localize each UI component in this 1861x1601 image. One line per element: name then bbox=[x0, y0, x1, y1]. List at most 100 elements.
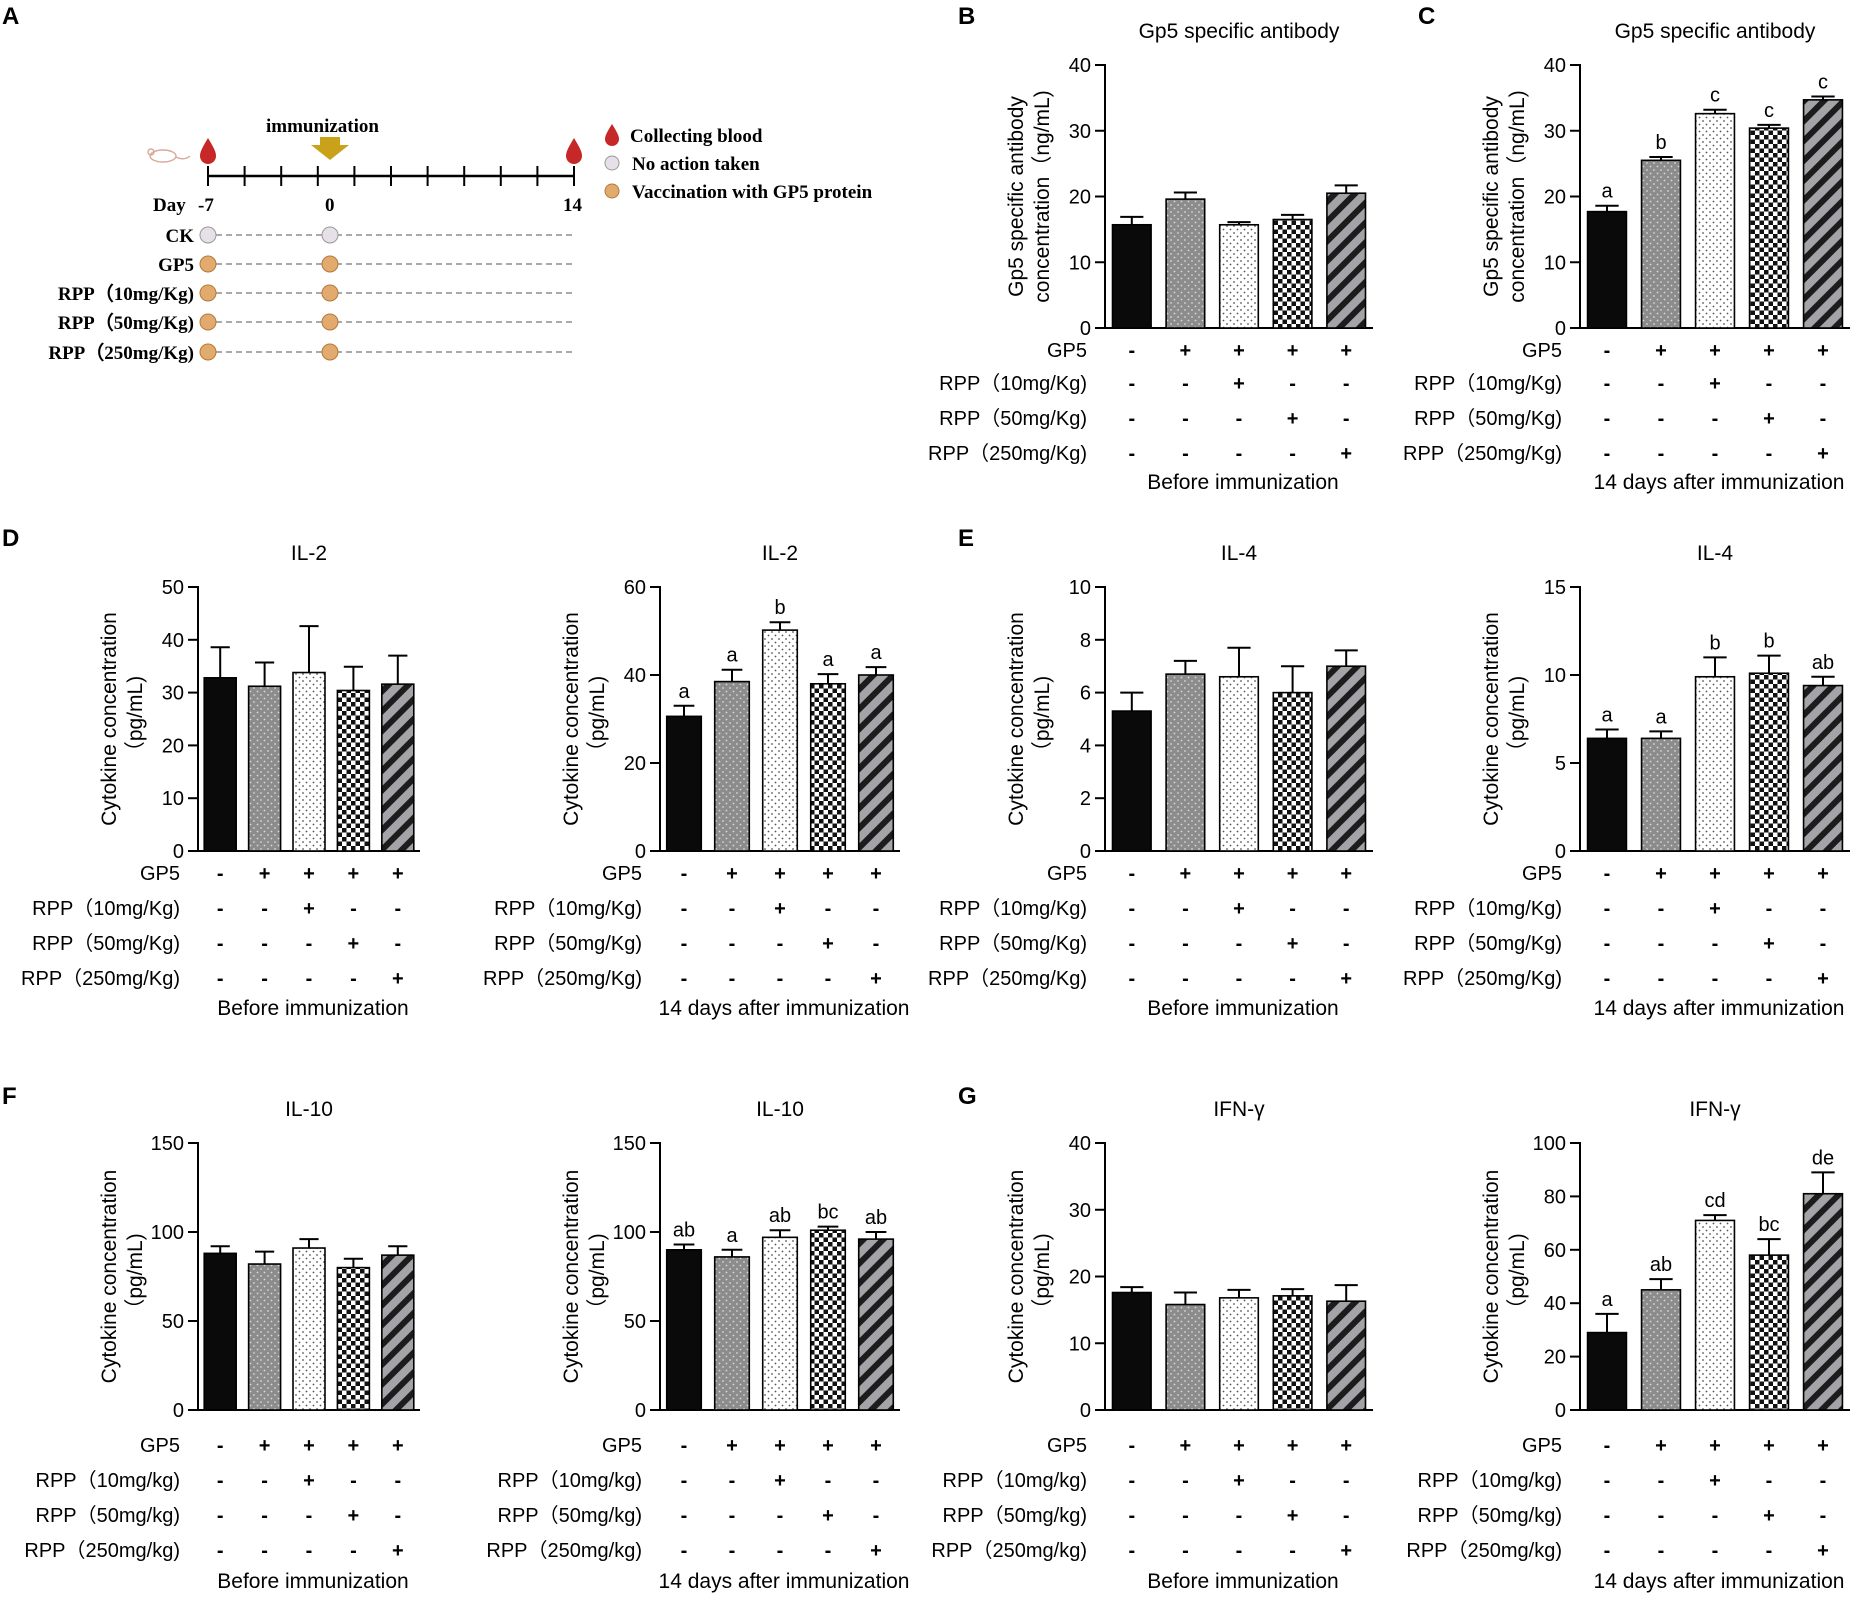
treatment-sign: - bbox=[777, 968, 784, 990]
y-axis-label-line: Gp5 specific antibody bbox=[1005, 96, 1028, 297]
treatment-sign: - bbox=[350, 898, 357, 920]
treatment-sign: - bbox=[681, 898, 688, 920]
bar-4 bbox=[1748, 672, 1790, 852]
treatment-sign: - bbox=[777, 1540, 784, 1562]
treatment-sign: + bbox=[348, 1435, 360, 1457]
treatment-sign: - bbox=[394, 1505, 401, 1527]
treatment-row-label: RPP（10mg/Kg) bbox=[494, 897, 642, 920]
y-tick-label: 30 bbox=[1069, 121, 1091, 143]
treatment-sign: - bbox=[1343, 1470, 1350, 1492]
significance-letter: ab bbox=[1650, 1254, 1672, 1276]
chart-caption: Before immunization bbox=[1147, 471, 1338, 494]
treatment-sign: - bbox=[1343, 408, 1350, 430]
treatment-sign: + bbox=[774, 1435, 786, 1457]
immunization-label: immunization bbox=[266, 116, 379, 137]
treatment-sign: - bbox=[1128, 340, 1135, 362]
y-tick-label: 10 bbox=[1069, 577, 1091, 599]
y-tick-label: 10 bbox=[1544, 665, 1566, 687]
blood-drop-icon bbox=[200, 138, 216, 164]
bar-3 bbox=[1218, 223, 1260, 329]
treatment-row-label: RPP（50mg/kg) bbox=[1418, 1504, 1563, 1527]
bar-2 bbox=[1165, 1303, 1206, 1411]
treatment-row-label: RPP（250mg/Kg) bbox=[1403, 442, 1562, 465]
treatment-sign: - bbox=[1712, 933, 1719, 955]
treatment-sign: - bbox=[1236, 968, 1243, 990]
significance-letter: a bbox=[678, 681, 690, 703]
treatment-sign: - bbox=[394, 1470, 401, 1492]
treatment-sign: - bbox=[1343, 1505, 1350, 1527]
y-tick-label: 0 bbox=[1080, 318, 1091, 340]
y-axis-label-line: （pg/mL) bbox=[586, 1233, 609, 1319]
chart-caption: Before immunization bbox=[1147, 997, 1338, 1020]
bar-5 bbox=[1326, 665, 1367, 852]
y-tick-label: 30 bbox=[1069, 1200, 1091, 1222]
y-axis-label-line: （pg/mL) bbox=[124, 676, 147, 762]
y-axis-label-line: Cytokine concentration bbox=[560, 1170, 583, 1384]
significance-letter: a bbox=[726, 1225, 738, 1247]
treatment-sign: + bbox=[1340, 443, 1352, 465]
treatment-sign: + bbox=[1233, 898, 1245, 920]
significance-letter: bc bbox=[1758, 1214, 1779, 1236]
treatment-sign: - bbox=[1820, 408, 1827, 430]
treatment-sign: - bbox=[777, 933, 784, 955]
treatment-sign: + bbox=[774, 898, 786, 920]
y-tick-label: 150 bbox=[613, 1133, 646, 1155]
y-axis-label-line: concentration（ng/mL) bbox=[1506, 90, 1529, 302]
treatment-row-label: RPP（10mg/Kg) bbox=[32, 897, 180, 920]
y-axis-label-line: （pg/mL) bbox=[1506, 676, 1529, 762]
legend-orange-circle-icon bbox=[604, 183, 620, 199]
treatment-sign: - bbox=[1182, 933, 1189, 955]
treatment-sign: - bbox=[1604, 1505, 1611, 1527]
y-axis-label: Cytokine concentration （pg/mL) bbox=[98, 612, 147, 826]
treatment-sign: - bbox=[681, 1505, 688, 1527]
treatment-sign: + bbox=[726, 1435, 738, 1457]
bar-1 bbox=[1111, 223, 1152, 329]
bar-1 bbox=[1111, 1291, 1152, 1411]
bar-1 bbox=[665, 715, 703, 852]
bar-5 bbox=[857, 1238, 895, 1411]
treatment-sign: - bbox=[1820, 898, 1827, 920]
treatment-sign: + bbox=[1763, 863, 1775, 885]
significance-letter: a bbox=[1601, 181, 1613, 203]
bar-5 bbox=[1802, 1192, 1844, 1411]
treatment-sign: - bbox=[873, 933, 880, 955]
y-tick-label: 40 bbox=[1069, 1133, 1091, 1155]
treatment-sign: + bbox=[1763, 408, 1775, 430]
treatment-row-label: RPP（50mg/kg) bbox=[36, 1504, 181, 1527]
treatment-sign: - bbox=[729, 933, 736, 955]
treatment-sign: - bbox=[217, 863, 224, 885]
treatment-sign: + bbox=[1287, 408, 1299, 430]
vaccination-circle-icon bbox=[321, 343, 339, 361]
treatment-sign: + bbox=[1287, 1435, 1299, 1457]
treatment-sign: + bbox=[1233, 1435, 1245, 1457]
bar-5 bbox=[1326, 1300, 1367, 1411]
treatment-sign: - bbox=[1128, 933, 1135, 955]
treatment-sign: + bbox=[822, 1435, 834, 1457]
treatment-sign: - bbox=[1820, 1505, 1827, 1527]
treatment-sign: - bbox=[1604, 968, 1611, 990]
treatment-sign: - bbox=[681, 863, 688, 885]
treatment-sign: - bbox=[1658, 898, 1665, 920]
treatment-sign: + bbox=[870, 968, 882, 990]
y-tick-label: 50 bbox=[162, 1311, 184, 1333]
treatment-sign: - bbox=[261, 898, 268, 920]
treatment-sign: - bbox=[1658, 1470, 1665, 1492]
y-axis-label-line: （pg/mL) bbox=[124, 1233, 147, 1319]
bar-1 bbox=[1586, 737, 1628, 852]
treatment-sign: - bbox=[825, 898, 832, 920]
treatment-sign: + bbox=[1763, 933, 1775, 955]
bar-1 bbox=[203, 677, 237, 852]
blood-drop-icon bbox=[566, 138, 582, 164]
significance-letter: ab bbox=[1812, 652, 1834, 674]
legend-label-no-action: No action taken bbox=[632, 154, 760, 175]
chart-caption: 14 days after immunization bbox=[1594, 997, 1845, 1020]
treatment-sign: - bbox=[1712, 968, 1719, 990]
treatment-sign: + bbox=[1180, 1435, 1192, 1457]
y-axis-label-line: （pg/mL) bbox=[1031, 1233, 1054, 1319]
treatment-sign: - bbox=[1658, 968, 1665, 990]
treatment-sign: - bbox=[1604, 1470, 1611, 1492]
bar-3 bbox=[1694, 1219, 1736, 1411]
